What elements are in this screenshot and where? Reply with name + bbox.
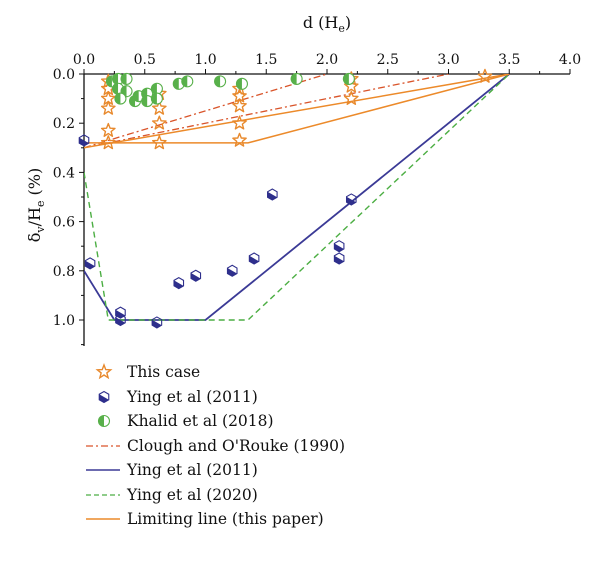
hexagon-marker bbox=[98, 390, 110, 403]
half-circle-marker bbox=[120, 72, 133, 85]
hexagon-marker bbox=[267, 188, 278, 201]
y-tick-label: 0.6 bbox=[53, 215, 75, 231]
star-marker bbox=[151, 100, 167, 115]
half-circle-marker bbox=[214, 75, 227, 88]
x-tick-label: 2.0 bbox=[316, 52, 338, 68]
star-marker bbox=[232, 132, 247, 147]
legend-label: Ying et al (2020) bbox=[127, 485, 258, 504]
legend: This case Ying et al (2011) Khalid et al… bbox=[80, 360, 500, 532]
solid-line-icon bbox=[86, 469, 120, 471]
x-tick-label: 3.5 bbox=[498, 52, 520, 68]
half-circle-marker bbox=[111, 72, 125, 85]
x-axis-title: d (He) bbox=[303, 13, 351, 35]
hexagon-marker bbox=[115, 313, 126, 327]
legend-label: Ying et al (2011) bbox=[127, 387, 258, 406]
star-marker bbox=[477, 68, 493, 83]
solid-line-icon bbox=[86, 518, 120, 520]
x-tick-label: 1.5 bbox=[255, 52, 277, 68]
half-circle-marker bbox=[342, 72, 355, 85]
hexagon-marker bbox=[248, 252, 260, 265]
axes: 0.0 0.5 1.0 1.5 2.0 2.5 3.0 3.5 4.0 0.0 0.2 0.4 0.6 0… bbox=[53, 52, 581, 346]
star-marker bbox=[151, 135, 167, 150]
star-marker bbox=[232, 115, 247, 130]
half-circle-marker bbox=[235, 77, 248, 90]
series-half-circle bbox=[105, 72, 355, 108]
legend-label: Khalid et al (2018) bbox=[127, 412, 274, 430]
x-tick-label: 3.0 bbox=[437, 52, 459, 68]
legend-label: This case bbox=[127, 363, 201, 381]
star-marker bbox=[100, 100, 116, 115]
hexagon-marker bbox=[226, 264, 238, 277]
x-tick-label: 2.5 bbox=[377, 52, 399, 68]
legend-item-clough-1990: Clough and O'Rouke (1990) bbox=[80, 434, 500, 459]
half-circle-marker bbox=[141, 95, 154, 108]
hexagon-icon bbox=[98, 390, 110, 403]
dashdot-line-icon bbox=[86, 444, 120, 447]
y-tick-label: 0.4 bbox=[53, 165, 75, 181]
x-tick-label: 1.0 bbox=[194, 52, 216, 68]
legend-item-khalid-2018: Khalid et al (2018) bbox=[80, 409, 500, 434]
x-tick-label: 0.5 bbox=[134, 52, 156, 68]
star-marker bbox=[343, 90, 359, 105]
half-circle-icon bbox=[97, 414, 111, 428]
hexagon-marker bbox=[78, 134, 90, 147]
line-dashdot bbox=[84, 74, 449, 149]
y-tick-label: 0.2 bbox=[53, 116, 75, 132]
half-circle-marker bbox=[97, 414, 111, 428]
half-circle-marker bbox=[290, 72, 303, 85]
star-marker bbox=[151, 115, 167, 130]
half-circle-marker bbox=[150, 92, 163, 105]
line-dashed-green bbox=[84, 74, 510, 321]
dashed-line-icon bbox=[86, 493, 120, 496]
x-tick-label: 0.0 bbox=[73, 52, 95, 68]
legend-item-limiting-line: Limiting line (this paper) bbox=[80, 507, 500, 532]
hexagon-marker bbox=[190, 269, 202, 282]
line-solid-orange bbox=[84, 74, 510, 149]
legend-item-this-case: This case bbox=[80, 360, 500, 385]
legend-item-ying-2020: Ying et al (2020) bbox=[80, 483, 500, 508]
half-circle-marker bbox=[181, 75, 194, 88]
legend-item-ying-2011-line: Ying et al (2011) bbox=[80, 458, 500, 483]
x-tick-label: 4.0 bbox=[559, 52, 581, 68]
star-icon bbox=[95, 363, 113, 380]
hexagon-marker bbox=[345, 193, 357, 206]
y-tick-label: 0.0 bbox=[53, 67, 75, 83]
hexagon-marker bbox=[151, 316, 163, 329]
legend-label: Clough and O'Rouke (1990) bbox=[127, 436, 346, 455]
star-marker bbox=[100, 122, 116, 137]
star-marker bbox=[232, 98, 247, 113]
y-tick-label: 1.0 bbox=[53, 313, 75, 329]
legend-label: Ying et al (2011) bbox=[127, 461, 258, 479]
series-hexagon bbox=[78, 134, 357, 329]
y-axis-title: δv/He (%) bbox=[25, 168, 47, 243]
hexagon-marker bbox=[173, 276, 185, 290]
half-circle-marker bbox=[150, 82, 163, 95]
hexagon-marker bbox=[333, 252, 345, 265]
y-tick-label: 0.8 bbox=[53, 264, 75, 280]
hexagon-marker bbox=[84, 257, 96, 270]
line-solid-orange bbox=[84, 74, 510, 144]
half-circle-marker bbox=[114, 92, 127, 105]
hexagon-marker bbox=[333, 240, 345, 253]
legend-label: Limiting line (this paper) bbox=[127, 510, 324, 528]
star-marker bbox=[100, 135, 116, 150]
data-points bbox=[78, 68, 493, 329]
reference-lines bbox=[84, 74, 510, 321]
legend-item-ying-2011-points: Ying et al (2011) bbox=[80, 385, 500, 410]
line-dashdot bbox=[84, 74, 328, 149]
